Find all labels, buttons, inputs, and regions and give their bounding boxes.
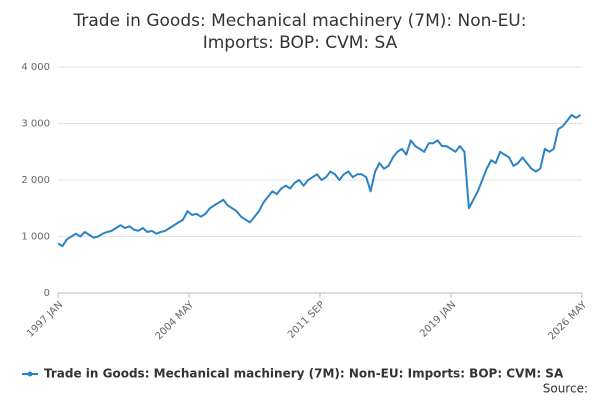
y-tick-label: 0: [44, 288, 50, 299]
x-tick-label: 2004 MAY: [154, 299, 197, 342]
chart-title: Trade in Goods: Mechanical machinery (7M…: [73, 11, 527, 31]
y-tick-label: 3 000: [21, 119, 50, 130]
source: Source:: [543, 382, 588, 396]
legend-label: Trade in Goods: Mechanical machinery (7M…: [44, 367, 564, 381]
y-tick-label: 2 000: [21, 175, 50, 186]
x-tick-label: 1997 JAN: [25, 299, 65, 339]
y-tick-label: 4 000: [21, 62, 50, 73]
y-tick-label: 1 000: [21, 232, 50, 243]
legend-marker: [27, 371, 33, 377]
line: [57, 114, 582, 248]
chart-title: Imports: BOP: CVM: SA: [203, 33, 398, 53]
x-tick-label: 2019 JAN: [418, 299, 458, 339]
x-tick-label: 2026 MAY: [547, 299, 590, 342]
x-tick-label: 2011 SEP: [286, 299, 327, 340]
